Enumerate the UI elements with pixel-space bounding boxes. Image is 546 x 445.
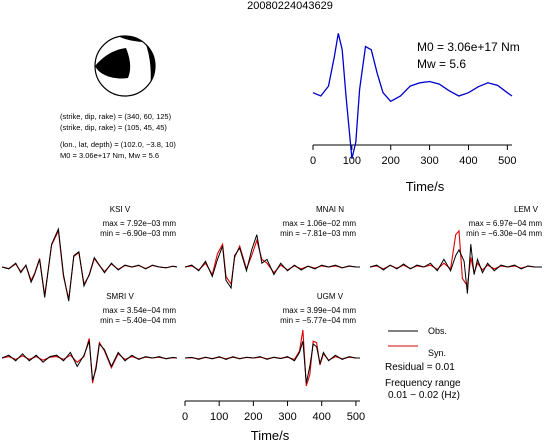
beachball-icon [94,35,156,97]
station-name: UGM V [317,292,344,301]
observed-trace [184,341,360,384]
station-max: max = 6.97e−04 mm [469,219,543,228]
observed-trace [1,341,178,381]
station-min: min = −5.40e−04 mm [100,316,176,325]
stf-x-label: Time/s [406,179,445,194]
station-min: min = −6.30e−04 mm [466,229,542,238]
stf-tick-label: 100 [343,155,361,167]
legend: Obs. Syn. Residual = 0.01 Frequency rang… [385,326,461,401]
frequency-range-value: 0.01 − 0.02 (Hz) [388,390,460,401]
hypocenter-location: (lon., lat, depth) = (102.0, −3.8, 10) [60,140,176,149]
stf-tick-group: 0 100 200 300 400 500 [310,145,517,167]
station-max: max = 1.06e−02 mm [283,219,357,228]
stf-tick-label: 400 [459,155,477,167]
station-min: min = −6.90e−03 mm [100,229,176,238]
observed-trace [184,234,360,290]
observed-trace [369,244,542,294]
station-min: min = −7.81e−03 mm [280,229,356,238]
waveform-tick-label: 300 [278,411,296,423]
stf-tick-label: 0 [310,155,316,167]
legend-syn-label: Syn. [428,348,446,358]
stf-magnitude-label: Mw = 5.6 [417,57,466,71]
waveform-tick-label: 400 [313,411,331,423]
moment-summary: M0 = 3.06e+17 Nm, Mw = 5.6 [60,151,159,160]
station-max: max = 7.92e−03 mm [103,219,177,228]
frequency-range-title: Frequency range [385,378,461,389]
station-min: min = −5.77e−04 mm [280,316,356,325]
waveform-time-axis: 0 100 200 300 400 500 Time/s [182,400,365,443]
residual-label: Residual = 0.01 [385,362,455,373]
stf-tick-label: 300 [420,155,438,167]
waveform-tick-label: 200 [244,411,262,423]
waveform-tick-label: 500 [347,411,365,423]
waveform-tick-label: 100 [210,411,228,423]
waveform-x-label: Time/s [251,428,290,443]
observed-trace [1,227,178,302]
station-name: KSI V [110,205,131,214]
nodal-plane-1: (strike, dip, rake) = (340, 60, 125) [60,112,172,121]
synthetic-trace [1,228,178,300]
waveform-tick-group: 0 100 200 300 400 500 [182,401,365,423]
nodal-plane-2: (strike, dip, rake) = (105, 45, 45) [60,123,167,132]
stf-tick-label: 500 [498,155,516,167]
stf-curve [312,33,513,159]
synthetic-trace [184,238,360,286]
station-name: MNAI N [316,205,344,214]
station-name: LEM V [514,205,539,214]
station-max: max = 3.99e−04 mm [283,306,357,315]
waveform-tick-label: 0 [182,411,188,423]
station-name: SMRI V [106,292,134,301]
legend-obs-label: Obs. [428,326,447,336]
stf-moment-label: M0 = 3.06e+17 Nm [417,40,520,54]
figure-title: 20080224043629 [247,0,333,12]
stf-panel: 0 100 200 300 400 500 M0 = 3.06e+17 Nm Mw = 5… [310,33,520,194]
stf-tick-label: 200 [382,155,400,167]
station-max: max = 3.54e−04 mm [103,306,177,315]
synthetic-trace [369,229,542,288]
